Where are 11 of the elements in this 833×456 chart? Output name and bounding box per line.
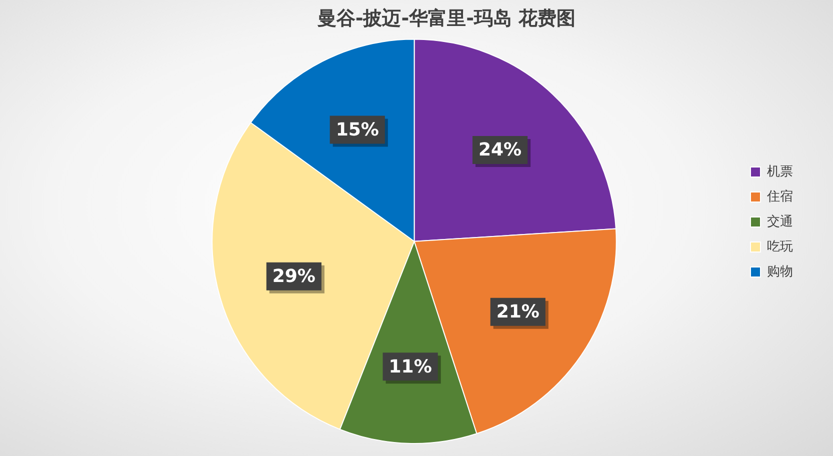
chart-title: 曼谷-披迈-华富里-玛岛 花费图 <box>316 7 576 30</box>
legend-label: 机票 <box>767 164 793 180</box>
legend-label: 购物 <box>767 264 793 280</box>
data-label: 29% <box>272 266 316 288</box>
data-label: 15% <box>336 119 379 140</box>
data-label: 24% <box>478 140 522 161</box>
legend-label: 吃玩 <box>767 239 793 254</box>
data-label: 21% <box>496 302 540 322</box>
data-label: 11% <box>388 356 432 378</box>
legend-label: 住宿 <box>766 188 793 204</box>
legend-label: 交通 <box>767 213 793 230</box>
